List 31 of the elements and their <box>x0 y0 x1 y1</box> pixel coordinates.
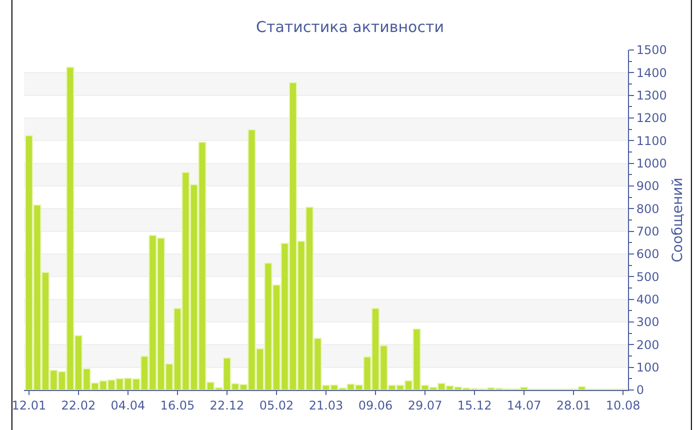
x-tick-label: 14.07 <box>506 398 542 412</box>
y-tick-label: 400 <box>636 292 660 307</box>
x-tick-label: 12.01 <box>12 398 46 412</box>
x-tick-label: 15.12 <box>457 398 492 412</box>
x-tick-label: 05.02 <box>259 398 294 412</box>
chart-title: Статистика активности <box>256 18 444 36</box>
y-tick-label: 200 <box>636 338 660 352</box>
y-tick-label: 300 <box>636 315 660 330</box>
y-tick-label: 0 <box>636 383 644 398</box>
y-tick-label: 1100 <box>636 134 667 148</box>
x-tick-label: 28.01 <box>556 398 591 412</box>
y-tick-label: 1200 <box>636 111 667 126</box>
x-tick-label: 16.05 <box>160 398 195 412</box>
y-tick-label: 1000 <box>636 156 667 171</box>
y-tick-label: 500 <box>636 270 660 284</box>
x-tick-label: 21.03 <box>308 398 344 412</box>
x-tick-label: 09.06 <box>358 398 393 412</box>
x-tick-label: 10.08 <box>606 398 640 412</box>
y-tick-label: 900 <box>636 179 660 194</box>
x-tick-label: 29.07 <box>408 398 442 412</box>
y-tick-label: 1300 <box>636 88 667 103</box>
x-tick-label: 22.02 <box>61 398 96 412</box>
x-tick-label: 04.04 <box>110 398 146 412</box>
x-tick-label: 22.12 <box>210 398 244 412</box>
y-axis-title: Сообщений <box>670 178 686 262</box>
y-tick-label: 1400 <box>636 66 667 80</box>
y-tick-label: 600 <box>636 247 660 262</box>
y-tick-label: 1500 <box>636 43 667 58</box>
y-tick-label: 700 <box>636 224 660 239</box>
y-tick-label: 100 <box>636 360 660 375</box>
y-tick-label: 800 <box>636 202 660 216</box>
